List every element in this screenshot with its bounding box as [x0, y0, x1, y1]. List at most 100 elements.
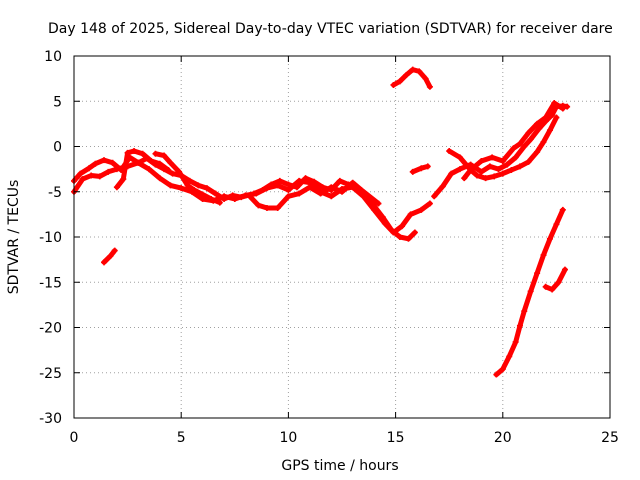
data-point [285, 181, 292, 188]
data-point [542, 114, 549, 121]
data-point [399, 223, 406, 230]
series-track-e [246, 179, 382, 212]
data-point [499, 366, 506, 373]
data-point [411, 229, 418, 236]
data-point [546, 235, 553, 242]
data-point [208, 195, 215, 202]
data-point [534, 148, 541, 155]
data-point [302, 175, 309, 182]
data-point [379, 214, 386, 221]
data-point [120, 176, 127, 183]
data-point [516, 322, 523, 329]
data-point [546, 127, 553, 134]
data-point [285, 186, 292, 193]
data-point [551, 100, 558, 107]
data-point [495, 166, 502, 173]
data-point [268, 181, 275, 188]
data-point [186, 177, 193, 184]
data-point [396, 78, 403, 85]
data-point [508, 167, 515, 174]
data-point [527, 288, 534, 295]
data-point [553, 114, 560, 121]
data-point [96, 173, 103, 180]
data-point [493, 371, 500, 378]
series-hook [542, 266, 568, 293]
data-point [456, 166, 463, 173]
data-point [403, 72, 410, 79]
data-point [516, 140, 523, 147]
data-point [491, 173, 498, 180]
data-point [521, 143, 528, 150]
y-tick-label: -25 [39, 366, 62, 382]
data-point [422, 75, 429, 82]
data-point [259, 186, 266, 193]
data-point [88, 172, 95, 179]
x-tick-label: 20 [494, 430, 512, 446]
data-point [499, 157, 506, 164]
data-point [339, 188, 345, 195]
data-point [109, 159, 116, 166]
data-point [456, 154, 463, 161]
y-tick-label: -15 [39, 275, 62, 291]
data-point [246, 193, 253, 200]
data-point [124, 149, 131, 156]
data-point [461, 175, 468, 182]
data-point [525, 158, 532, 165]
y-tick-label: -20 [39, 321, 62, 337]
data-point [534, 120, 541, 127]
data-point [534, 270, 541, 277]
data-point [439, 183, 446, 190]
data-point [107, 253, 114, 260]
data-point [512, 154, 519, 161]
data-point [276, 177, 283, 184]
data-point [113, 166, 120, 173]
y-tick-label: -30 [39, 411, 62, 427]
data-point [191, 186, 198, 193]
data-point [167, 159, 174, 166]
data-point [371, 203, 378, 210]
data-point [178, 185, 185, 192]
data-point [212, 190, 219, 197]
data-point [148, 157, 155, 164]
data-point [311, 178, 318, 185]
data-point [229, 192, 236, 199]
data-point [146, 166, 153, 173]
series-track-d [113, 148, 172, 191]
data-point [407, 211, 414, 218]
data-point [296, 190, 303, 197]
data-point [553, 221, 560, 228]
data-point [317, 190, 324, 197]
data-point [131, 148, 138, 155]
data-point [113, 184, 120, 191]
data-point [263, 205, 270, 212]
data-point [448, 170, 455, 177]
data-point [184, 182, 191, 189]
y-tick-label: -5 [48, 185, 62, 201]
data-point [216, 199, 223, 206]
data-point [409, 168, 416, 175]
data-point [521, 308, 528, 315]
data-point [499, 170, 506, 177]
data-point [199, 191, 206, 198]
data-point [426, 83, 433, 90]
x-tick-label: 25 [601, 430, 619, 446]
x-tick-label: 10 [279, 430, 297, 446]
series-short-segment [101, 247, 118, 266]
data-point [467, 167, 474, 174]
x-tick-label: 0 [70, 430, 79, 446]
data-point [101, 259, 108, 266]
data-point [396, 234, 403, 240]
series-steep-line [493, 206, 566, 378]
data-point [358, 186, 365, 193]
y-axis-label: SDTVAR / TECUs [6, 180, 22, 295]
data-point [274, 205, 281, 212]
data-point [525, 129, 532, 136]
data-point [375, 200, 382, 207]
data-point [319, 184, 326, 191]
data-point [156, 175, 163, 182]
data-point [92, 160, 99, 167]
x-tick-label: 15 [387, 430, 405, 446]
data-point [167, 182, 174, 189]
axis-ticks: 0 5 10 15 20 25 -30 -25 -20 -15 -10 -5 0 5 10 [39, 49, 619, 446]
